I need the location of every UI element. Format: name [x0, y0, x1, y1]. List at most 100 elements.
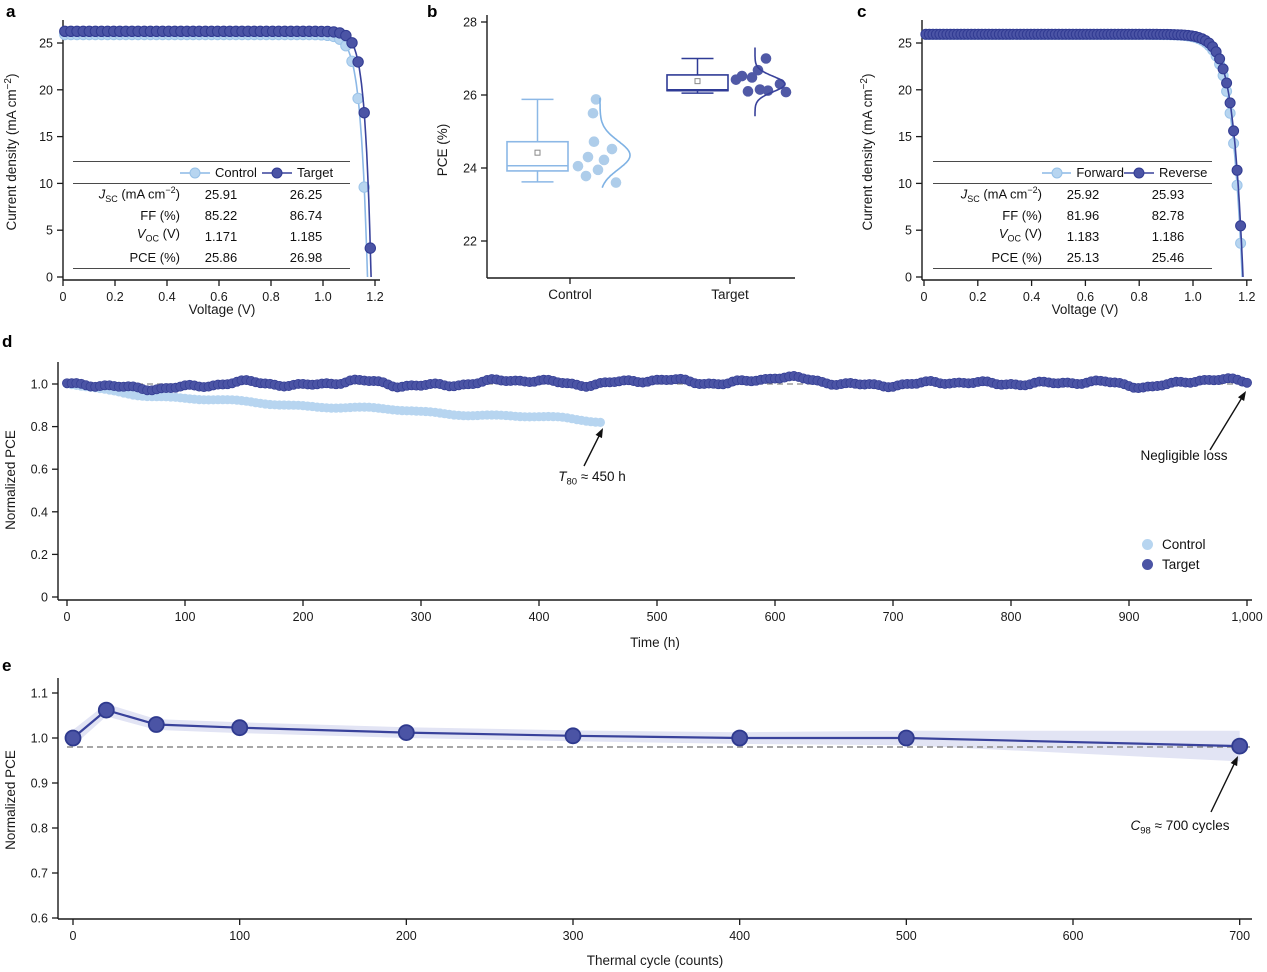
- annotation-negligible-loss: Negligible loss: [1140, 448, 1228, 463]
- cycle-point: [147, 716, 165, 733]
- annotation-arrow: [1209, 396, 1243, 451]
- tick-label: 1.2: [366, 290, 383, 304]
- tick-label: 15: [39, 130, 53, 144]
- tick-label: 300: [411, 610, 432, 624]
- tick-label: 20: [39, 83, 53, 97]
- data-point: [580, 170, 592, 182]
- jv-marker-reverse: [1231, 164, 1243, 176]
- jv-marker-target: [346, 37, 358, 49]
- target-legend-marker-icon: [262, 167, 292, 178]
- legend-label-reverse: Reverse: [1159, 165, 1208, 180]
- cycle-point: [397, 724, 415, 741]
- data-point: [572, 160, 584, 172]
- tick-label: 22: [463, 235, 477, 249]
- jv-marker-reverse: [1228, 125, 1240, 137]
- table-row: JSC (mA cm−2) 25.92 25.93: [960, 184, 1185, 204]
- mean-marker: [694, 78, 701, 85]
- tick-label: 0.8: [31, 822, 48, 836]
- annotation-arrowhead: [595, 428, 603, 439]
- tick-label: 300: [563, 929, 584, 943]
- target-dot-icon: [1142, 558, 1153, 570]
- tick-label: 24: [463, 162, 477, 176]
- data-point: [606, 143, 618, 155]
- tick-label: 0: [46, 271, 53, 285]
- jv-marker-target: [340, 29, 352, 42]
- panel-a-y-axis-label: Current density (mA cm−2): [3, 74, 19, 231]
- jv-marker-reverse: [1214, 53, 1226, 65]
- tick-label: 600: [765, 610, 786, 624]
- tick-label: 0.4: [1023, 290, 1040, 304]
- tick-label: 100: [229, 929, 250, 943]
- tick-label: 200: [396, 929, 417, 943]
- table-row: VOC (V) 1.183 1.186: [998, 226, 1185, 244]
- panel-b-category-target: Target: [711, 287, 749, 302]
- cycle-point: [564, 727, 582, 745]
- jv-marker-control: [358, 181, 370, 193]
- panel-b-chart: PCE (%) Control Target 22 24 26 28: [435, 15, 795, 302]
- legend-item-target: Target: [1142, 554, 1206, 574]
- tick-label: 0: [60, 290, 67, 304]
- tick-label: 1,000: [1231, 610, 1262, 624]
- cycle-point: [1231, 737, 1249, 755]
- panel-e-y-axis-label: Normalized PCE: [3, 750, 18, 850]
- tick-label: 0.8: [31, 420, 48, 434]
- tick-label: 0: [70, 929, 77, 943]
- panel-letter-a: a: [6, 2, 16, 21]
- data-point: [598, 154, 610, 166]
- data-point: [760, 53, 772, 64]
- tick-label: 26: [463, 89, 477, 103]
- data-point: [742, 86, 754, 97]
- jv-marker-control: [352, 92, 364, 105]
- jv-marker-target: [352, 56, 364, 68]
- mean-marker: [534, 149, 541, 156]
- tick-label: 0.6: [210, 290, 227, 304]
- control-legend-marker-icon: [180, 167, 210, 178]
- tick-label: 400: [729, 929, 750, 943]
- panel-a-device-table: Control Target JSC (mA cm−2) 25.91 26.25 …: [73, 161, 350, 269]
- tick-label: 0.2: [31, 548, 48, 562]
- tick-label: 500: [896, 929, 917, 943]
- control-point: [595, 417, 606, 427]
- tick-label: 1.0: [1184, 290, 1201, 304]
- tick-label: 25: [898, 37, 912, 51]
- tick-label: 0.2: [106, 290, 123, 304]
- tick-label: 10: [39, 177, 53, 191]
- panel-letter-b: b: [427, 2, 438, 21]
- tick-label: 1.2: [1238, 290, 1255, 304]
- tick-label: 1.0: [31, 378, 48, 392]
- tick-label: 0.7: [31, 867, 48, 881]
- legend-label-target: Target: [1162, 556, 1200, 572]
- jv-marker-target: [358, 107, 370, 119]
- tick-label: 900: [1119, 610, 1140, 624]
- tick-label: 0.6: [31, 912, 48, 926]
- annotation-arrow: [1210, 762, 1236, 813]
- tick-label: 400: [529, 610, 550, 624]
- cycle-point: [64, 729, 82, 747]
- tick-label: 800: [1001, 610, 1022, 624]
- panel-c-x-axis-label: Voltage (V): [1052, 302, 1119, 317]
- tick-label: 700: [883, 610, 904, 624]
- jv-marker-reverse: [1221, 77, 1233, 89]
- tick-label: 0.6: [31, 463, 48, 477]
- tick-label: 1.0: [31, 732, 48, 746]
- data-point: [592, 164, 604, 176]
- tick-label: 10: [898, 177, 912, 191]
- cycle-point: [731, 729, 749, 747]
- tick-label: 5: [905, 224, 912, 238]
- tick-label: 1.1: [31, 687, 48, 701]
- tick-label: 600: [1063, 929, 1084, 943]
- annotation-arrow: [583, 433, 601, 467]
- distribution-curve: [754, 47, 786, 117]
- panel-a-table-legend: Control Target: [73, 161, 350, 184]
- data-point: [754, 84, 766, 95]
- data-point: [587, 107, 599, 119]
- tick-label: 25: [39, 37, 53, 51]
- distribution-curve: [599, 97, 631, 189]
- annotation-arrowhead: [1230, 756, 1238, 767]
- jv-marker-forward: [1231, 179, 1243, 191]
- jv-marker-reverse: [1224, 97, 1236, 109]
- tick-label: 500: [647, 610, 668, 624]
- table-row: JSC (mA cm−2) 25.91 26.25: [98, 184, 323, 204]
